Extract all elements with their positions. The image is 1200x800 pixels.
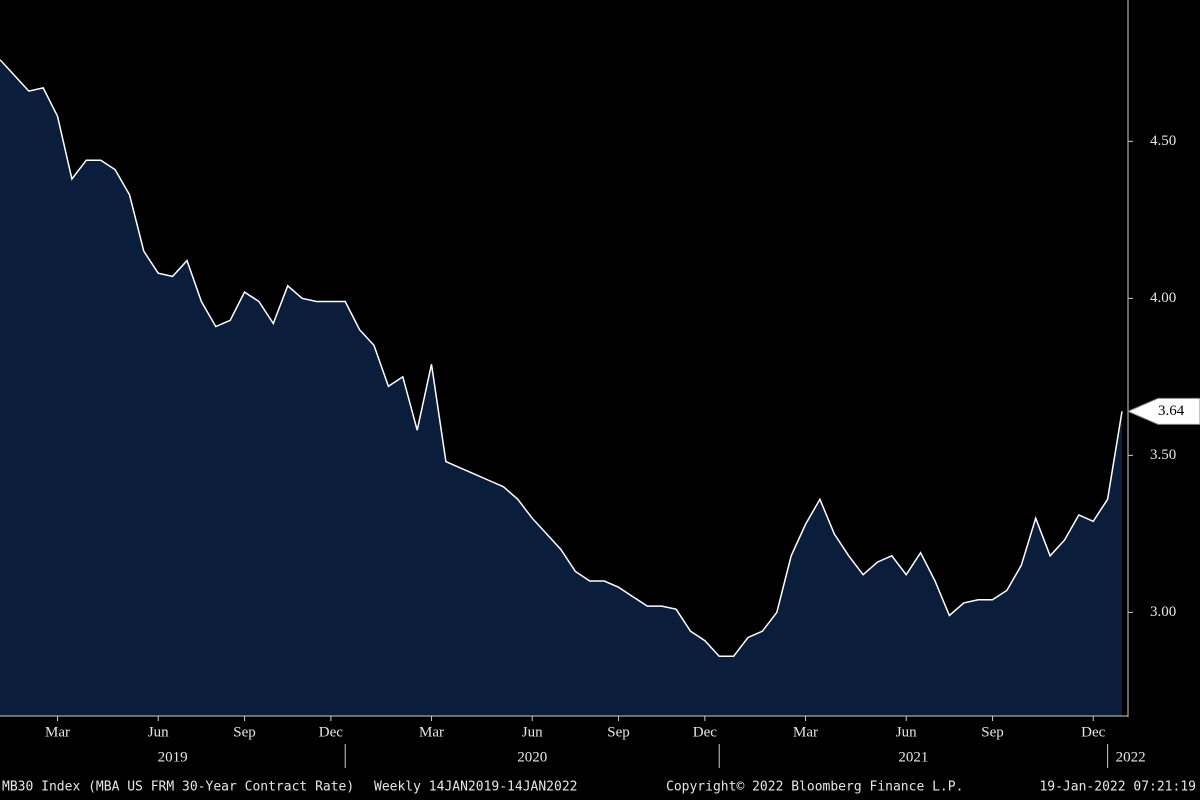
security-label: MB30 Index (MBA US FRM 30-Year Contract …: [2, 780, 354, 795]
x-tick-label: Mar: [793, 724, 818, 740]
y-tick-label: 4.00: [1150, 290, 1176, 306]
x-tick-label: Sep: [233, 724, 256, 740]
x-tick-label: Dec: [693, 724, 717, 740]
copyright: Copyright© 2022 Bloomberg Finance L.P.: [666, 780, 963, 795]
year-label: 2020: [517, 749, 547, 765]
x-tick-label: Mar: [419, 724, 444, 740]
x-tick-label: Jun: [896, 724, 917, 740]
year-label: 2021: [898, 749, 928, 765]
line: [0, 59, 1123, 658]
y-tick-label: 3.50: [1150, 447, 1176, 463]
x-tick-label: Dec: [1081, 724, 1105, 740]
y-tick-label: 4.50: [1150, 133, 1176, 149]
x-tick-label: Sep: [981, 724, 1004, 740]
x-tick-label: Jun: [522, 724, 543, 740]
x-tick-label: Mar: [45, 724, 70, 740]
area-fill: [0, 59, 1122, 716]
last-value-box: [1126, 397, 1200, 425]
x-tick-label: Sep: [607, 724, 630, 740]
timestamp: 19-Jan-2022 07:21:19: [1039, 780, 1196, 795]
period-label: Weekly 14JAN2019-14JAN2022: [374, 780, 578, 795]
last-value-label: 3.64: [1158, 403, 1185, 419]
y-tick-label: 3.00: [1150, 604, 1176, 620]
x-tick-label: Jun: [148, 724, 169, 740]
year-label: 2019: [158, 749, 188, 765]
x-tick-label: Dec: [319, 724, 343, 740]
year-label: 2022: [1116, 749, 1146, 765]
